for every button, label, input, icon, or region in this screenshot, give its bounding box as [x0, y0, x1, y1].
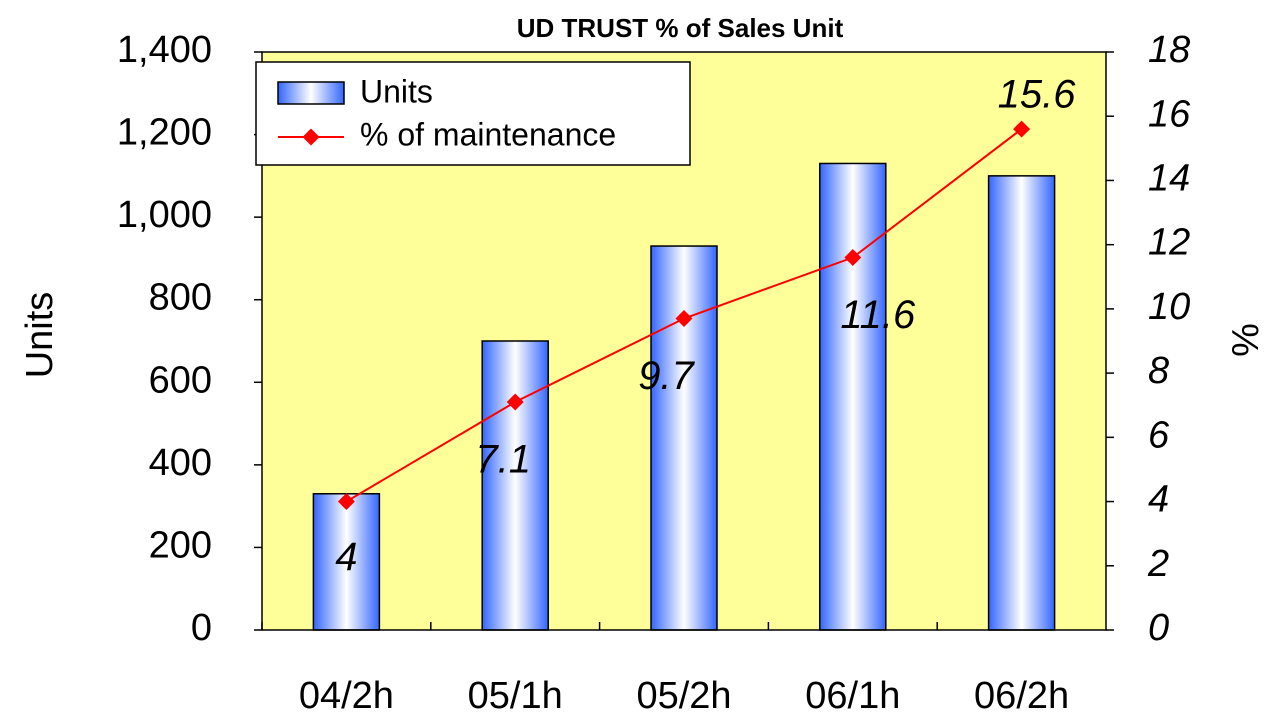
chart-title: UD TRUST % of Sales Unit: [517, 13, 844, 43]
y2-tick-label: 4: [1148, 479, 1169, 521]
x-tick-label: 06/1h: [805, 675, 900, 717]
y2-tick-label: 16: [1148, 93, 1191, 135]
y2-tick-label: 8: [1148, 350, 1169, 392]
y-tick-label: 200: [149, 524, 212, 566]
data-label: 15.6: [998, 73, 1077, 117]
data-label: 11.6: [840, 293, 916, 337]
x-tick-label: 04/2h: [299, 675, 394, 717]
legend-swatch: [277, 81, 345, 105]
bar: [481, 340, 549, 631]
marker: [675, 310, 693, 328]
x-tick-label: 06/2h: [974, 675, 1069, 717]
bar: [819, 162, 887, 631]
y-tick-label: 600: [149, 359, 212, 401]
y2-tick-label: 2: [1147, 543, 1169, 585]
data-label: 4: [335, 535, 357, 579]
data-label: 9.7: [638, 354, 695, 398]
y2-axis-title: %: [1225, 323, 1267, 357]
legend-label: Units: [360, 73, 433, 109]
y2-tick-label: 18: [1148, 29, 1190, 71]
x-tick-label: 05/1h: [468, 675, 563, 717]
marker: [844, 249, 862, 266]
legend-box: [255, 61, 691, 166]
legend-marker: [302, 128, 320, 146]
y-tick-label: 1,000: [117, 194, 212, 236]
y2-tick-label: 6: [1148, 414, 1170, 456]
marker: [506, 393, 524, 411]
y2-tick-label: 14: [1148, 157, 1190, 199]
y-axis-title: Units: [19, 292, 61, 379]
bar: [987, 175, 1056, 631]
y-tick-label: 800: [149, 277, 212, 319]
y-tick-label: 0: [191, 607, 212, 649]
y-tick-label: 1,400: [117, 29, 212, 71]
y2-tick-label: 12: [1148, 222, 1190, 264]
data-label: 7.1: [475, 438, 531, 482]
bar: [312, 493, 381, 631]
y-tick-label: 1,200: [117, 112, 212, 154]
bar: [650, 245, 718, 631]
x-tick-label: 05/2h: [636, 675, 731, 717]
y-tick-label: 400: [149, 442, 212, 484]
y2-tick-label: 10: [1148, 286, 1190, 328]
marker: [337, 493, 355, 511]
y2-tick-label: 0: [1148, 607, 1169, 649]
plot-border: [261, 51, 1107, 631]
legend-label: % of maintenance: [360, 116, 616, 152]
